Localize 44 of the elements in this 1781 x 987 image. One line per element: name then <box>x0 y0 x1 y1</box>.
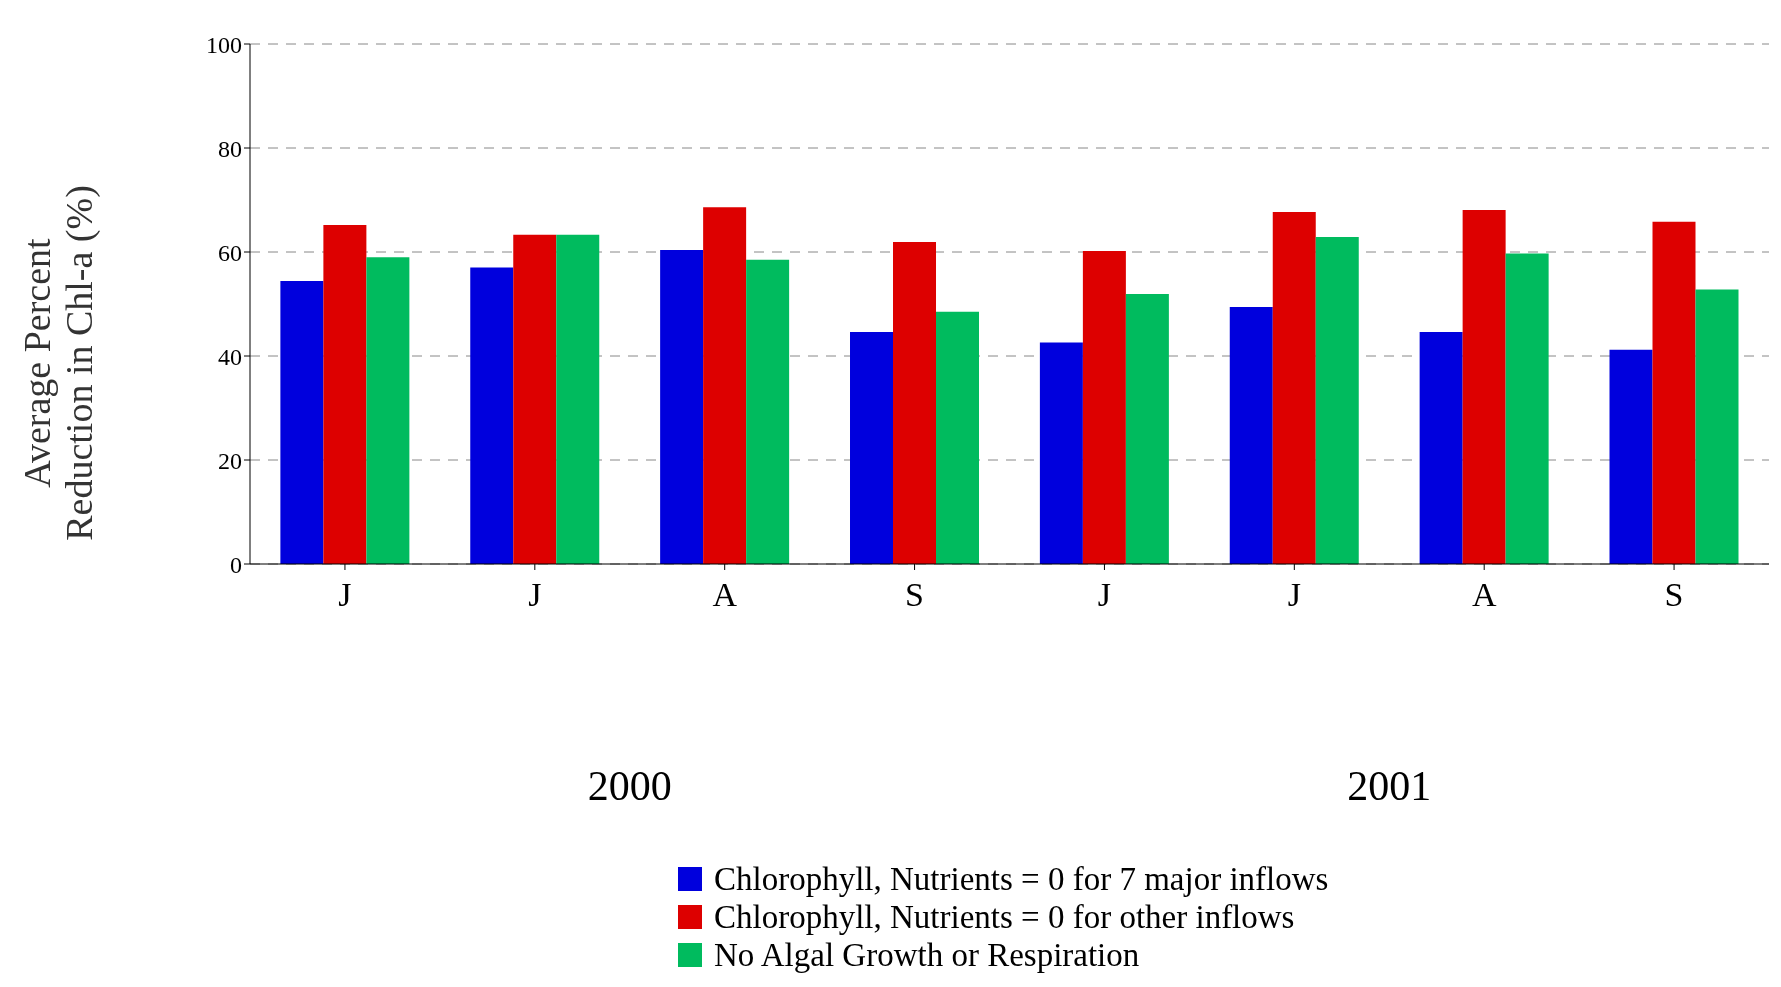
bar <box>1652 221 1696 564</box>
bar <box>660 249 704 564</box>
x-tick-label: J <box>528 576 542 614</box>
bar <box>1462 209 1506 564</box>
x-tick-label: A <box>712 576 738 614</box>
text: 2001 <box>1346 762 1433 810</box>
legend-label: Chlorophyll, Nutrients = 0 for other inflows <box>714 898 1295 936</box>
bar <box>1272 211 1316 564</box>
bar <box>1609 349 1653 564</box>
y-tick-label: 60 <box>218 239 242 266</box>
bar <box>1695 289 1739 564</box>
bar <box>366 257 410 564</box>
y-tick-label: 0 <box>230 551 242 578</box>
bar <box>1039 342 1083 564</box>
bar <box>703 207 747 564</box>
bar <box>556 234 600 564</box>
bar <box>850 332 894 564</box>
bar <box>746 259 790 564</box>
bar <box>1419 332 1463 564</box>
bar <box>513 234 557 564</box>
y-tick-label: 20 <box>218 447 242 474</box>
x-tick-label: A <box>1471 576 1497 614</box>
y-axis-title: Average Percent Reduction in Chl-a (%) <box>16 185 101 541</box>
bar <box>280 281 324 564</box>
x-tick-label: J <box>338 576 352 614</box>
legend-label: No Algal Growth or Respiration <box>714 936 1140 974</box>
bar <box>936 311 980 564</box>
x-tick-label: S <box>1664 576 1684 614</box>
bar <box>470 267 514 564</box>
bar <box>1125 294 1169 564</box>
x-tick-label: J <box>1287 576 1301 614</box>
y-tick-label: 100 <box>206 31 242 58</box>
bar <box>1229 307 1273 564</box>
bar <box>1082 250 1126 564</box>
y-tick-label: 40 <box>218 343 242 370</box>
bar <box>1315 236 1359 564</box>
bar <box>893 242 937 564</box>
y-tick-label: 80 <box>218 135 242 162</box>
x-tick-label: S <box>905 576 925 614</box>
x-tick-label: J <box>1097 576 1112 614</box>
bar <box>323 224 367 564</box>
legend-label: Chlorophyll, Nutrients = 0 for 7 major inflows <box>714 860 1329 898</box>
bar <box>1505 253 1549 564</box>
text: 2000 <box>586 762 673 810</box>
